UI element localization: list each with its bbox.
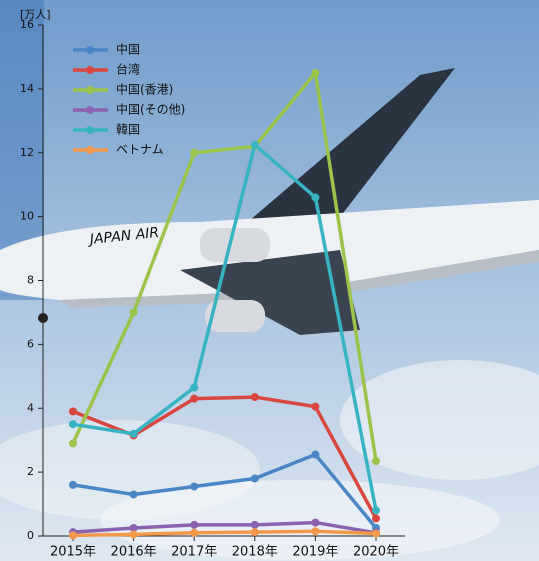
point bbox=[190, 148, 199, 157]
x-tick-label: 2018年 bbox=[232, 545, 278, 560]
point bbox=[372, 529, 380, 538]
point bbox=[250, 528, 259, 537]
point bbox=[69, 420, 77, 429]
y-tick-label: 10 bbox=[20, 210, 34, 223]
series-line bbox=[72, 143, 378, 511]
point bbox=[69, 439, 77, 448]
point bbox=[190, 394, 199, 403]
legend-marker bbox=[86, 126, 94, 134]
point bbox=[311, 518, 320, 527]
legend-marker bbox=[86, 66, 94, 74]
series-line bbox=[71, 71, 378, 462]
legend-marker bbox=[86, 106, 94, 114]
point bbox=[250, 140, 259, 149]
point bbox=[250, 474, 259, 483]
y-tick-label: 8 bbox=[27, 274, 34, 287]
legend-marker bbox=[86, 46, 94, 54]
y-tick-label: 4 bbox=[27, 401, 34, 414]
point bbox=[69, 531, 77, 540]
y-tick-label: 16 bbox=[20, 18, 34, 31]
point bbox=[129, 530, 138, 539]
series-line bbox=[72, 452, 378, 530]
legend-label: 中国(香港) bbox=[116, 82, 173, 97]
y-unit: [万人] bbox=[20, 8, 51, 21]
point bbox=[129, 524, 138, 533]
point bbox=[372, 506, 380, 515]
point bbox=[311, 193, 320, 202]
point bbox=[311, 402, 320, 411]
point bbox=[190, 528, 199, 537]
point bbox=[190, 383, 199, 392]
legend-label: 韓国 bbox=[116, 123, 140, 137]
x-tick-label: 2016年 bbox=[111, 545, 157, 560]
legend-label: 中国 bbox=[116, 42, 140, 57]
x-tick-label: 2020年 bbox=[353, 545, 399, 560]
legend-label: 台湾 bbox=[116, 62, 140, 77]
x-tick-label: 2015年 bbox=[50, 545, 96, 560]
point bbox=[69, 480, 77, 489]
legend-marker bbox=[86, 86, 94, 94]
point bbox=[129, 308, 138, 317]
point bbox=[250, 393, 259, 402]
point bbox=[250, 520, 259, 529]
x-tick-label: 2017年 bbox=[171, 545, 217, 560]
point bbox=[311, 68, 320, 77]
point bbox=[311, 527, 320, 536]
point bbox=[190, 482, 199, 491]
svg-text:JAPAN AIR: JAPAN AIR bbox=[86, 225, 160, 248]
point bbox=[372, 514, 380, 523]
point bbox=[372, 456, 380, 465]
airplane: JAPAN AIR bbox=[0, 68, 539, 335]
point bbox=[129, 490, 138, 499]
y-tick-label: 12 bbox=[20, 146, 34, 159]
legend-label: ベトナム bbox=[116, 143, 164, 157]
y-tick-label: 14 bbox=[20, 82, 34, 95]
series-line bbox=[72, 520, 377, 535]
series-line bbox=[72, 529, 377, 538]
x-tick-label: 2019年 bbox=[292, 545, 338, 560]
legend-marker bbox=[86, 146, 94, 154]
y-tick-label: 2 bbox=[27, 465, 34, 478]
y-tick-label: 0 bbox=[27, 529, 34, 542]
legend-label: 中国(その他) bbox=[116, 102, 185, 117]
point bbox=[190, 520, 199, 529]
point bbox=[129, 429, 138, 438]
y-tick-label: 6 bbox=[27, 337, 34, 350]
point bbox=[69, 407, 77, 416]
point bbox=[311, 450, 320, 459]
